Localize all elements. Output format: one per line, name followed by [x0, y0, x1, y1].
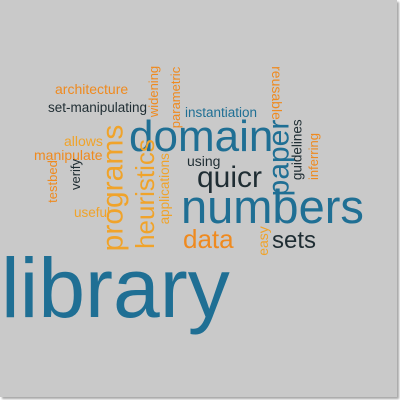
word-using: using — [187, 153, 221, 169]
word-numbers: numbers — [181, 180, 364, 233]
word-instantiation: instantiation — [185, 105, 258, 120]
word-library: library — [1, 241, 230, 335]
word-verify: verify — [68, 158, 84, 191]
word-testbed: testbed — [44, 160, 60, 203]
word-data: data — [183, 224, 234, 254]
word-domain: domain — [129, 112, 274, 161]
word-useful: useful — [74, 205, 111, 220]
word-programs: programs — [96, 124, 130, 252]
word-easy: easy — [254, 226, 271, 256]
word-sets: sets — [272, 227, 317, 254]
word-heuristics: heuristics — [129, 139, 160, 249]
word-allows: allows — [64, 133, 103, 149]
word-inferring: inferring — [305, 133, 321, 180]
word-widening: widening — [146, 65, 162, 118]
word-set-manipulating: set-manipulating — [48, 100, 148, 115]
word-architecture: architecture — [55, 81, 129, 97]
word-applications: applications — [156, 153, 172, 225]
word-guidelines: guidelines — [289, 119, 305, 181]
word-quicr: quicr — [197, 161, 263, 194]
word-manipulate: manipulate — [34, 147, 103, 163]
